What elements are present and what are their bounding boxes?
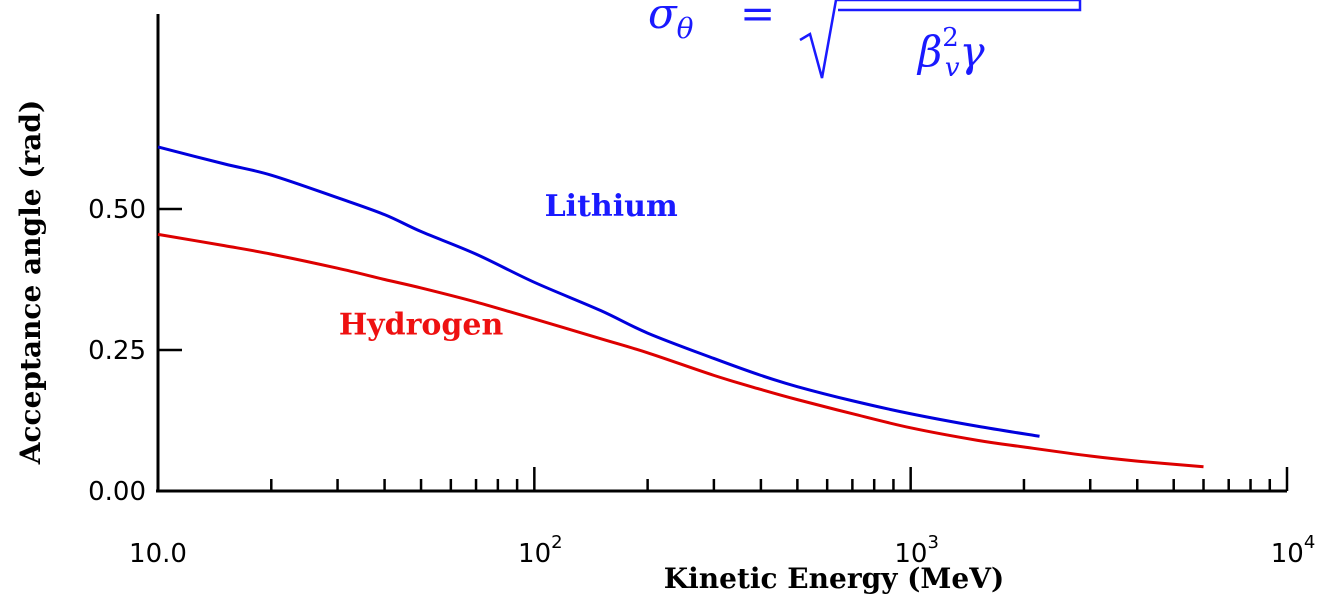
- series-label-lithium: Lithium: [545, 189, 678, 224]
- y-axis-title: Acceptance angle (rad): [14, 100, 47, 466]
- series-label-hydrogen: Hydrogen: [339, 308, 504, 343]
- formula-denominator-tail: γ: [960, 27, 986, 76]
- plot-area: Lithium Hydrogen: [157, 145, 1204, 469]
- formula-equals: =: [740, 0, 775, 38]
- y-tick-label: 0.00: [88, 477, 146, 507]
- formula-denominator-sup: 2: [942, 23, 959, 53]
- y-tick-label: 0.50: [88, 195, 146, 225]
- formula-lhs: σ: [648, 0, 678, 38]
- x-axis-title: Kinetic Energy (MeV): [664, 562, 1004, 595]
- formula-denominator: β: [916, 27, 942, 76]
- y-tick-label: 0.25: [88, 336, 146, 366]
- series-line-lithium: [157, 145, 1040, 438]
- formula-denominator-sub: v: [945, 53, 960, 83]
- x-tick-label: 104: [1271, 532, 1316, 569]
- axes: 10.0 102 103 104 0.00 0.25 0.50: [88, 14, 1315, 569]
- x-tick-label: 10.0: [129, 539, 187, 569]
- formula-lhs-sub: θ: [677, 12, 694, 45]
- x-tick-label: 102: [518, 532, 563, 569]
- x-tick-label: 103: [894, 532, 939, 569]
- formula-radical: [799, 0, 1082, 79]
- formula: σθ = β2 vγ: [648, 0, 1082, 83]
- svg-text:σθ: σθ: [648, 0, 694, 45]
- series-line-hydrogen: [157, 232, 1204, 469]
